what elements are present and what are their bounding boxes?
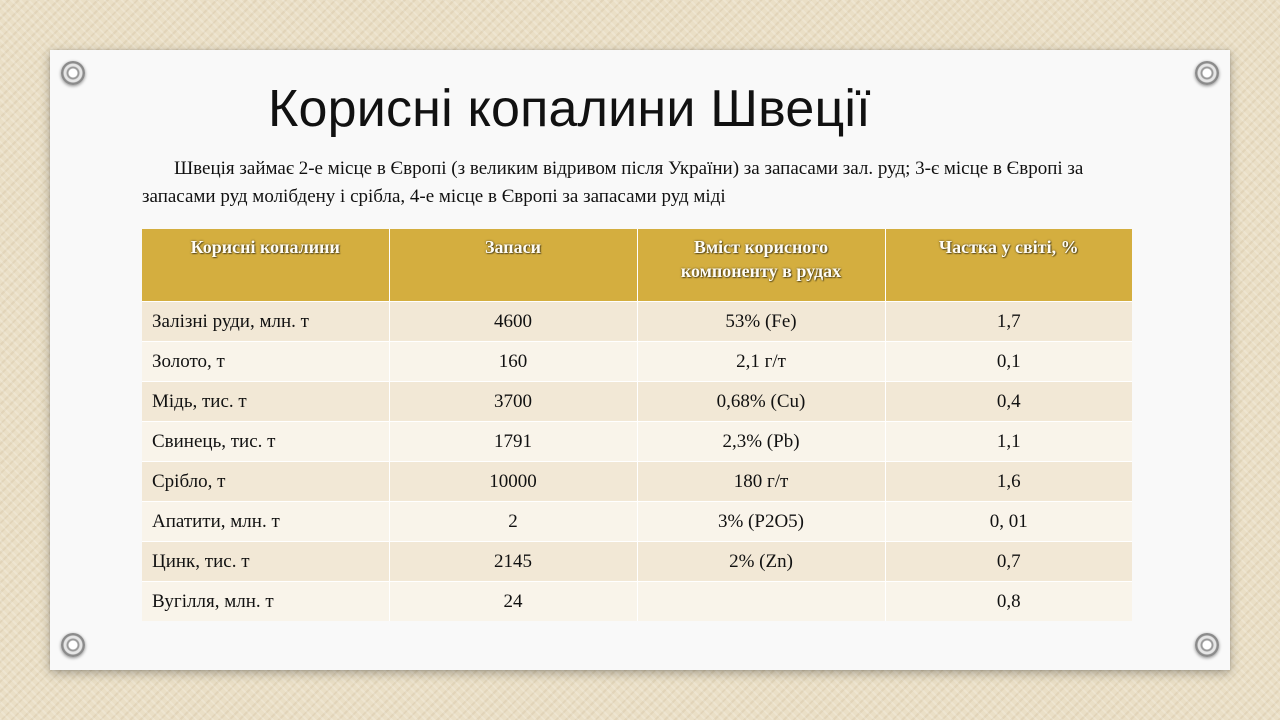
cell-content: 2% (Zn) (637, 541, 886, 582)
cell-content: 3% (P2O5) (637, 501, 886, 542)
cell-world-share: 0,7 (885, 541, 1132, 582)
pin-icon (61, 61, 85, 85)
table-header-row: Корисні копалини Запаси Вміст корисного … (142, 229, 1132, 302)
table-row: Свинець, тис. т 1791 2,3% (Pb) 1,1 (142, 421, 1132, 462)
cell-world-share: 0, 01 (885, 501, 1132, 542)
header-reserves: Запаси (389, 229, 638, 302)
cell-mineral: Апатити, млн. т (142, 501, 390, 542)
cell-reserves: 1791 (389, 421, 638, 462)
cell-reserves: 10000 (389, 461, 638, 502)
table-row: Мідь, тис. т 3700 0,68% (Cu) 0,4 (142, 381, 1132, 422)
pin-icon (1195, 633, 1219, 657)
cell-content (637, 581, 886, 621)
table-row: Залізні руди, млн. т 4600 53% (Fe) 1,7 (142, 301, 1132, 342)
cell-world-share: 0,8 (885, 581, 1132, 621)
cell-content: 53% (Fe) (637, 301, 886, 342)
intro-paragraph: Швеція займає 2-е місце в Європі (з вели… (142, 158, 1084, 207)
cell-world-share: 1,7 (885, 301, 1132, 342)
header-minerals: Корисні копалини (142, 229, 390, 302)
cell-world-share: 0,4 (885, 381, 1132, 422)
table-row: Золото, т 160 2,1 г/т 0,1 (142, 341, 1132, 382)
slide: Корисні копалини Швеції Швеція займає 2-… (50, 50, 1230, 670)
minerals-table: Корисні копалини Запаси Вміст корисного … (142, 229, 1132, 621)
cell-mineral: Цинк, тис. т (142, 541, 390, 582)
cell-reserves: 160 (389, 341, 638, 382)
cell-content: 0,68% (Cu) (637, 381, 886, 422)
cell-mineral: Золото, т (142, 341, 390, 382)
cell-mineral: Вугілля, млн. т (142, 581, 390, 621)
cell-reserves: 2 (389, 501, 638, 542)
cell-mineral: Мідь, тис. т (142, 381, 390, 422)
cell-reserves: 3700 (389, 381, 638, 422)
table-row: Вугілля, млн. т 24 0,8 (142, 581, 1132, 621)
cell-mineral: Залізні руди, млн. т (142, 301, 390, 342)
cell-mineral: Срібло, т (142, 461, 390, 502)
table-row: Цинк, тис. т 2145 2% (Zn) 0,7 (142, 541, 1132, 582)
table-row: Апатити, млн. т 2 3% (P2O5) 0, 01 (142, 501, 1132, 542)
header-content: Вміст корисного компоненту в рудах (637, 229, 886, 302)
cell-mineral: Свинець, тис. т (142, 421, 390, 462)
pin-icon (61, 633, 85, 657)
cell-world-share: 0,1 (885, 341, 1132, 382)
cell-world-share: 1,1 (885, 421, 1132, 462)
slide-title: Корисні копалини Швеції (268, 80, 871, 138)
cell-reserves: 2145 (389, 541, 638, 582)
header-world-share: Частка у світі, % (885, 229, 1132, 302)
cell-reserves: 24 (389, 581, 638, 621)
cell-content: 2,1 г/т (637, 341, 886, 382)
cell-content: 180 г/т (637, 461, 886, 502)
cell-content: 2,3% (Pb) (637, 421, 886, 462)
table-row: Срібло, т 10000 180 г/т 1,6 (142, 461, 1132, 502)
cell-world-share: 1,6 (885, 461, 1132, 502)
cell-reserves: 4600 (389, 301, 638, 342)
pin-icon (1195, 61, 1219, 85)
